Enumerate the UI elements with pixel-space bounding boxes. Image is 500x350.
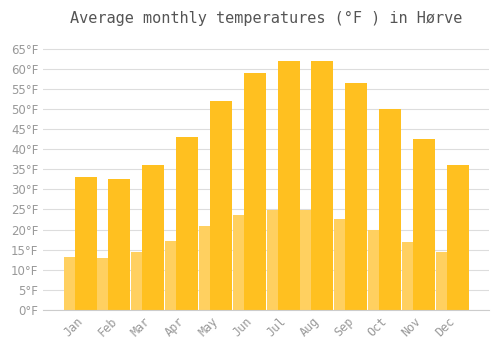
Title: Average monthly temperatures (°F ) in Hørve: Average monthly temperatures (°F ) in Hø… <box>70 11 462 26</box>
Bar <box>278 61 299 310</box>
Bar <box>379 109 401 310</box>
Bar <box>176 137 198 310</box>
Bar <box>210 101 232 310</box>
Bar <box>165 241 187 310</box>
Bar <box>131 252 153 310</box>
Bar <box>436 252 458 310</box>
Bar <box>413 139 435 310</box>
Bar <box>266 210 288 310</box>
Bar <box>312 61 334 310</box>
Bar <box>368 230 390 310</box>
Bar <box>334 219 356 310</box>
Bar <box>345 83 367 310</box>
Bar <box>300 210 322 310</box>
Bar <box>98 258 120 310</box>
Bar <box>244 73 266 310</box>
Bar <box>142 165 164 310</box>
Bar <box>446 165 468 310</box>
Bar <box>232 215 254 310</box>
Bar <box>199 226 221 310</box>
Bar <box>74 177 96 310</box>
Bar <box>108 180 130 310</box>
Bar <box>64 257 86 310</box>
Bar <box>402 241 424 310</box>
